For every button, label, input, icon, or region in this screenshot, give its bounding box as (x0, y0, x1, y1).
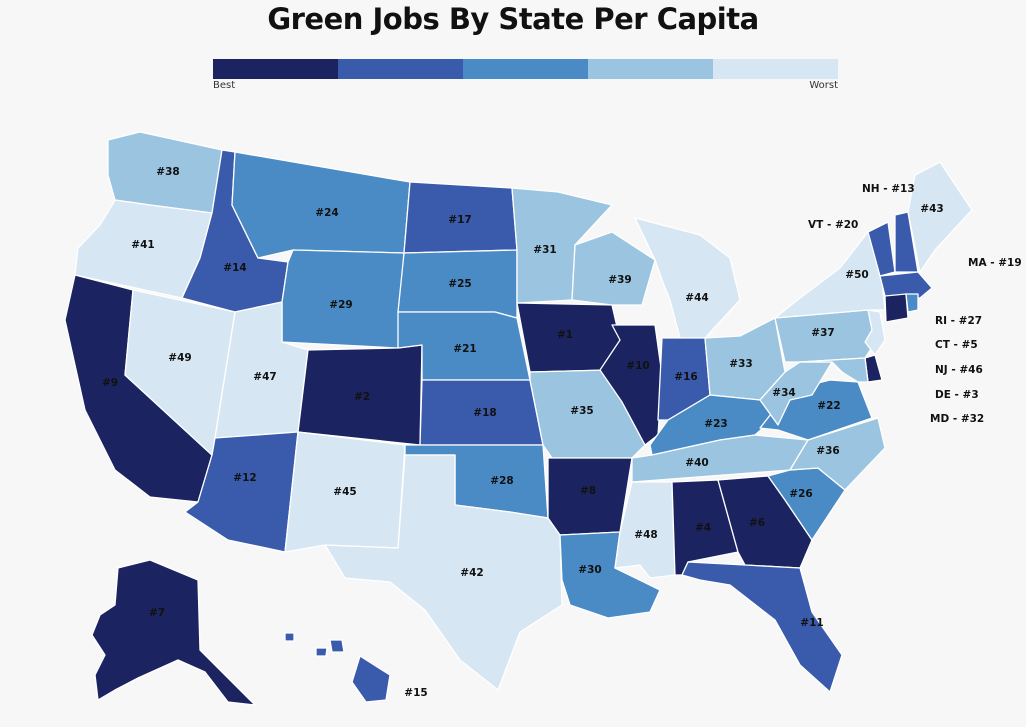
state-maryland[interactable] (799, 357, 869, 383)
color-legend (213, 59, 838, 79)
legend-worst-label: Worst (809, 80, 838, 91)
rank-label-nd: #17 (448, 214, 471, 226)
rank-label-me: #43 (920, 203, 943, 215)
rank-label-ks: #18 (473, 407, 496, 419)
rank-label-sd: #25 (448, 278, 471, 290)
rank-label-mi: #44 (685, 292, 708, 304)
callout-vt: VT - #20 (808, 219, 858, 231)
callout-ct: CT - #5 (935, 339, 978, 351)
callout-md: MD - #32 (930, 413, 984, 425)
state-massachusetts[interactable] (879, 271, 933, 299)
rank-label-fl: #11 (800, 617, 823, 629)
state-west-virginia[interactable] (759, 361, 833, 426)
state-north-carolina[interactable] (789, 417, 886, 491)
rank-label-ok: #28 (490, 475, 513, 487)
rank-label-wy: #29 (329, 299, 352, 311)
rank-label-nc: #36 (816, 445, 839, 457)
rank-label-la: #30 (578, 564, 601, 576)
rank-label-hi: #15 (404, 687, 427, 699)
callout-de: DE - #3 (935, 389, 979, 401)
rank-label-sc: #26 (789, 488, 812, 500)
state-hawaii[interactable] (284, 632, 391, 703)
callout-ri: RI - #27 (935, 315, 982, 327)
legend-swatch-4 (588, 59, 713, 79)
rank-label-ms: #48 (634, 529, 657, 541)
state-illinois[interactable] (599, 324, 663, 446)
state-maine[interactable] (907, 161, 973, 273)
rank-label-ky: #23 (704, 418, 727, 430)
rank-label-ia: #1 (557, 329, 573, 341)
rank-label-oh: #33 (729, 358, 752, 370)
rank-label-in: #16 (674, 371, 697, 383)
state-florida[interactable] (681, 561, 843, 693)
legend-best-label: Best (213, 80, 236, 91)
rank-label-mn: #31 (533, 244, 556, 256)
state-connecticut[interactable] (884, 293, 909, 323)
state-alaska[interactable] (91, 559, 256, 706)
rank-label-nv: #49 (168, 352, 191, 364)
legend-swatch-5 (713, 59, 838, 79)
rank-label-al: #4 (695, 522, 711, 534)
rank-label-ny: #50 (845, 269, 868, 281)
legend-swatch-3 (463, 59, 588, 79)
rank-label-ga: #6 (749, 517, 765, 529)
rank-label-tx: #42 (460, 567, 483, 579)
legend-swatch-2 (338, 59, 463, 79)
state-wisconsin[interactable] (571, 231, 656, 306)
rank-label-ne: #21 (453, 343, 476, 355)
rank-label-mo: #35 (570, 405, 593, 417)
state-michigan[interactable] (634, 217, 741, 339)
rank-label-wi: #39 (608, 274, 631, 286)
rank-label-wv: #34 (772, 387, 795, 399)
rank-label-or: #41 (131, 239, 154, 251)
state-tennessee[interactable] (631, 434, 809, 483)
rank-label-il: #10 (626, 360, 649, 372)
rank-label-va: #22 (817, 400, 840, 412)
state-rhode-island[interactable] (905, 293, 919, 313)
rank-label-ca: #9 (102, 377, 118, 389)
rank-label-ut: #47 (253, 371, 276, 383)
map-title: Green Jobs By State Per Capita (267, 2, 759, 36)
rank-label-pa: #37 (811, 327, 834, 339)
rank-label-tn: #40 (685, 457, 708, 469)
rank-label-ar: #8 (580, 485, 596, 497)
rank-label-wa: #38 (156, 166, 179, 178)
callout-ma: MA - #19 (968, 257, 1022, 269)
state-texas[interactable] (324, 454, 563, 691)
rank-label-ak: #7 (149, 607, 165, 619)
rank-label-mt: #24 (315, 207, 338, 219)
rank-label-co: #2 (354, 391, 370, 403)
rank-label-id: #14 (223, 262, 246, 274)
state-montana[interactable] (231, 151, 411, 259)
rank-label-az: #12 (233, 472, 256, 484)
legend-swatch-1 (213, 59, 338, 79)
callout-nj: NJ - #46 (935, 364, 983, 376)
rank-label-nm: #45 (333, 486, 356, 498)
callout-nh: NH - #13 (862, 183, 915, 195)
